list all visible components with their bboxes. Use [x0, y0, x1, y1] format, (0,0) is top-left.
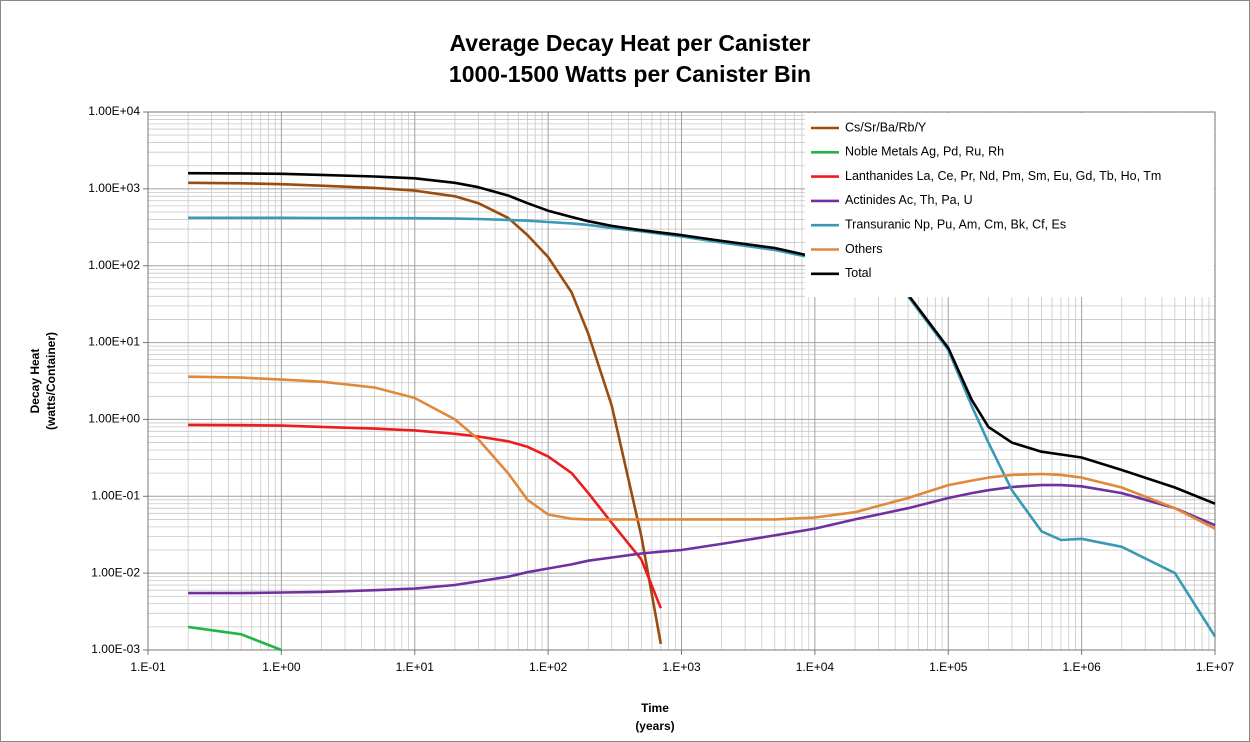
legend-label: Others: [845, 242, 883, 256]
x-tick-label: 1.E+05: [929, 660, 968, 674]
y-tick-label: 1.00E-02: [91, 565, 140, 579]
x-tick-label: 1.E+00: [262, 660, 301, 674]
y-tick-label: 1.00E+04: [88, 104, 140, 118]
y-tick-label: 1.00E+01: [88, 335, 140, 349]
plot-frame: [147, 111, 1216, 651]
x-tick-label: 1.E-01: [130, 660, 166, 674]
legend-box: [805, 113, 1214, 298]
legend-label: Actinides Ac, Th, Pa, U: [845, 193, 973, 207]
legend-label: Noble Metals Ag, Pd, Ru, Rh: [845, 145, 1004, 159]
y-axis-title: (watts/Container): [44, 332, 58, 430]
x-tick-label: 1.E+03: [662, 660, 701, 674]
y-tick-label: 1.00E+02: [88, 258, 140, 272]
legend-label: Transuranic Np, Pu, Am, Cm, Bk, Cf, Es: [845, 217, 1066, 231]
legend-label: Lanthanides La, Ce, Pr, Nd, Pm, Sm, Eu, …: [845, 169, 1161, 183]
x-axis-title: (years): [635, 719, 674, 733]
x-tick-label: 1.E+01: [396, 660, 435, 674]
series-line: [188, 181, 663, 645]
y-tick-label: 1.00E-03: [91, 642, 140, 656]
x-tick-label: 1.E+02: [529, 660, 568, 674]
x-tick-label: 1.E+04: [796, 660, 835, 674]
x-axis-title: Time: [641, 701, 669, 715]
series-line: [188, 483, 1216, 595]
legend-label: Total: [845, 266, 871, 280]
series-line: [187, 625, 282, 652]
y-tick-label: 1.00E+03: [88, 181, 140, 195]
legend-label: Cs/Sr/Ba/Rb/Y: [845, 120, 927, 134]
series-line: [188, 375, 1216, 530]
y-axis-title: Decay Heat: [28, 349, 42, 414]
series-line: [188, 423, 663, 609]
x-tick-label: 1.E+06: [1062, 660, 1101, 674]
chart-title: Average Decay Heat per Canister: [450, 30, 811, 56]
y-tick-label: 1.00E-01: [91, 488, 140, 502]
y-tick-label: 1.00E+00: [88, 412, 140, 426]
series-line: [188, 171, 1216, 505]
chart-subtitle: 1000-1500 Watts per Canister Bin: [449, 61, 811, 87]
x-tick-label: 1.E+07: [1196, 660, 1235, 674]
